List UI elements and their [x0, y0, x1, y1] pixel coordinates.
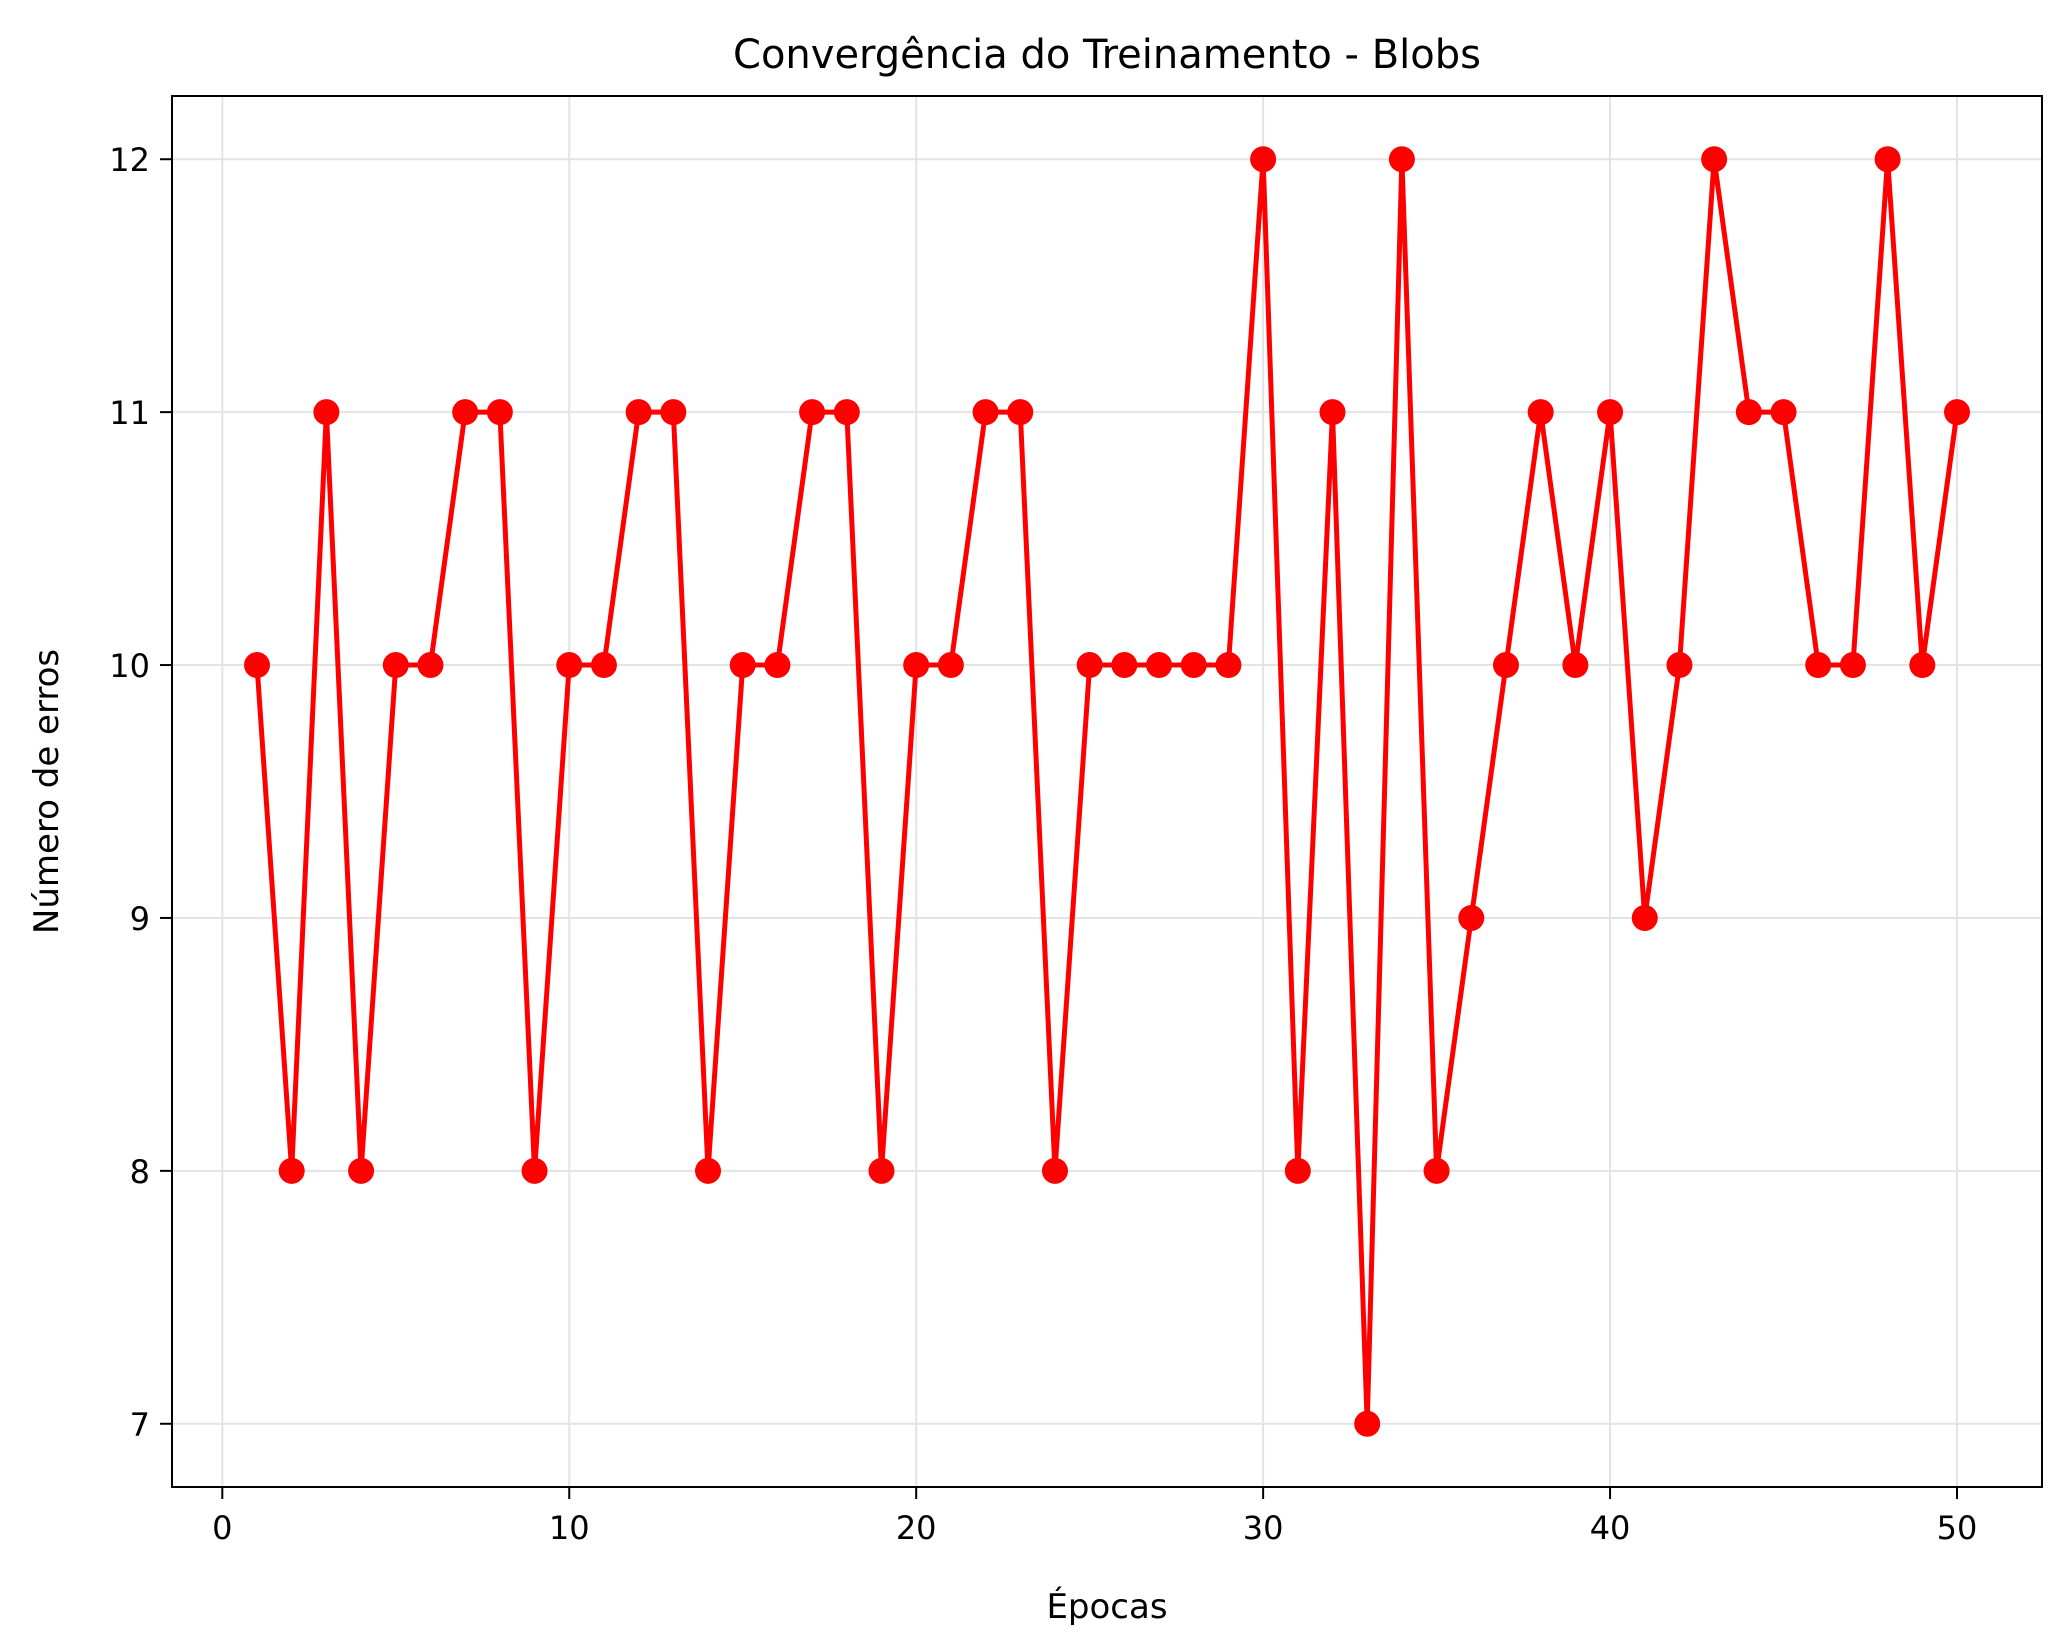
data-point — [1839, 652, 1866, 679]
data-point — [833, 399, 860, 426]
x-tick-label: 40 — [1590, 1509, 1631, 1547]
data-point — [1805, 652, 1832, 679]
data-point — [590, 652, 617, 679]
data-point — [1007, 399, 1034, 426]
data-point — [452, 399, 479, 426]
data-point — [1180, 652, 1207, 679]
data-point — [278, 1157, 305, 1184]
y-tick-label: 10 — [109, 647, 150, 685]
data-point — [1701, 146, 1728, 173]
marker-layer — [244, 146, 1970, 1437]
data-point — [1250, 146, 1277, 173]
data-point — [660, 399, 687, 426]
x-axis-label: Épocas — [1046, 1586, 1167, 1627]
data-point — [486, 399, 513, 426]
data-point — [868, 1157, 895, 1184]
data-point — [1770, 399, 1797, 426]
data-point — [1215, 652, 1242, 679]
data-point — [1146, 652, 1173, 679]
x-tick-label: 50 — [1937, 1509, 1978, 1547]
data-point — [1562, 652, 1589, 679]
data-point — [729, 652, 756, 679]
x-tick-label: 0 — [212, 1509, 232, 1547]
y-tick-label: 8 — [130, 1153, 150, 1191]
data-point — [1492, 652, 1519, 679]
data-point — [937, 652, 964, 679]
series-layer — [254, 156, 1960, 1427]
data-point — [903, 652, 930, 679]
data-point — [1111, 652, 1138, 679]
data-point — [1423, 1157, 1450, 1184]
data-point — [695, 1157, 722, 1184]
plot-frame — [171, 95, 2043, 1488]
data-point — [1527, 399, 1554, 426]
data-point — [625, 399, 652, 426]
data-point — [1909, 652, 1936, 679]
data-point — [1041, 1157, 1068, 1184]
data-point — [556, 652, 583, 679]
y-tick-label: 7 — [130, 1406, 150, 1444]
data-point — [1597, 399, 1624, 426]
data-point — [1631, 904, 1658, 931]
chart-title: Convergência do Treinamento - Blobs — [733, 32, 1481, 78]
data-point — [1284, 1157, 1311, 1184]
y-axis-label: Número de erros — [27, 649, 67, 934]
y-tick-label: 12 — [109, 141, 150, 179]
data-point — [1735, 399, 1762, 426]
data-point — [764, 652, 791, 679]
data-point — [1874, 146, 1901, 173]
data-point — [348, 1157, 375, 1184]
data-point — [799, 399, 826, 426]
x-tick-label: 10 — [549, 1509, 590, 1547]
axis-ticks: 0 10 20 30 40 50 7 8 9 10 11 12 — [109, 141, 1977, 1547]
data-point — [972, 399, 999, 426]
y-tick-label: 9 — [130, 900, 150, 938]
x-tick-label: 20 — [896, 1509, 937, 1547]
data-point — [417, 652, 444, 679]
series-line — [254, 156, 1960, 1427]
data-point — [1388, 146, 1415, 173]
data-point — [313, 399, 340, 426]
x-tick-label: 30 — [1243, 1509, 1284, 1547]
data-point — [1666, 652, 1693, 679]
data-point — [1076, 652, 1103, 679]
data-point — [1354, 1410, 1381, 1437]
data-point — [521, 1157, 548, 1184]
data-point — [1458, 904, 1485, 931]
y-tick-label: 11 — [109, 394, 150, 432]
data-point — [1319, 399, 1346, 426]
data-point — [244, 652, 270, 679]
data-point — [1944, 399, 1970, 426]
data-point — [382, 652, 409, 679]
